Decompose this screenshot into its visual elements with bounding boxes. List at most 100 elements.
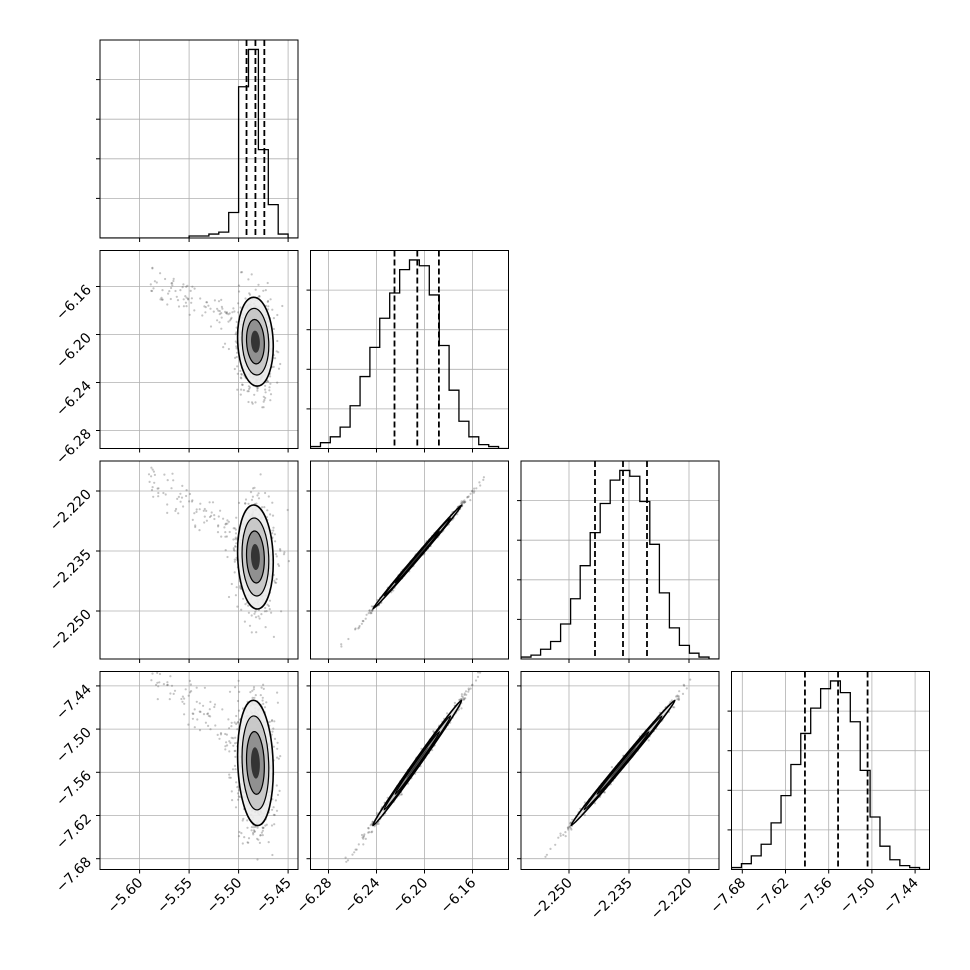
sample-point bbox=[256, 826, 259, 829]
sample-point bbox=[271, 308, 274, 311]
sample-point bbox=[247, 390, 250, 393]
sample-point bbox=[361, 836, 364, 839]
sample-point bbox=[467, 690, 470, 693]
sample-point bbox=[549, 847, 552, 851]
sample-point bbox=[276, 756, 279, 759]
sample-point bbox=[272, 365, 275, 368]
sample-point bbox=[234, 545, 237, 548]
sample-point bbox=[216, 733, 219, 737]
sample-point bbox=[156, 671, 159, 675]
sample-point bbox=[203, 515, 206, 518]
sample-point bbox=[364, 837, 367, 841]
sample-point bbox=[183, 697, 186, 700]
sample-point bbox=[460, 693, 463, 696]
sample-point bbox=[228, 750, 231, 753]
sample-point bbox=[174, 289, 177, 293]
sample-point bbox=[235, 586, 238, 589]
sample-point bbox=[171, 472, 174, 475]
sample-point bbox=[151, 267, 154, 270]
sample-point bbox=[170, 282, 173, 285]
sample-point bbox=[370, 823, 373, 826]
sample-point bbox=[237, 709, 241, 712]
sample-point bbox=[463, 697, 466, 700]
sample-point bbox=[676, 698, 679, 701]
sample-point bbox=[232, 527, 235, 530]
sample-point bbox=[221, 708, 224, 711]
sample-point bbox=[670, 699, 674, 702]
sample-point bbox=[262, 683, 265, 686]
sample-point bbox=[237, 720, 240, 724]
sample-point bbox=[181, 484, 184, 487]
sample-point bbox=[236, 388, 239, 391]
sample-point bbox=[237, 789, 240, 792]
sample-point bbox=[253, 830, 256, 833]
sample-point bbox=[370, 609, 373, 612]
sample-point bbox=[234, 340, 237, 343]
sample-point bbox=[155, 281, 158, 284]
sample-point bbox=[275, 581, 278, 584]
sample-point bbox=[272, 727, 275, 730]
sample-point bbox=[181, 695, 184, 698]
sample-point bbox=[151, 468, 154, 471]
sample-point bbox=[346, 859, 350, 862]
sample-point bbox=[267, 305, 270, 308]
sample-point bbox=[365, 613, 368, 616]
sample-point bbox=[166, 681, 169, 684]
sample-point bbox=[155, 458, 157, 460]
sample-point bbox=[263, 398, 266, 402]
sample-point bbox=[279, 362, 282, 366]
histogram-bars bbox=[310, 259, 509, 449]
sample-point bbox=[161, 289, 164, 292]
sample-point bbox=[187, 298, 190, 301]
sample-point bbox=[254, 616, 258, 619]
sample-point bbox=[460, 500, 463, 503]
sample-point bbox=[264, 491, 267, 495]
density-contours bbox=[236, 504, 275, 610]
sample-point bbox=[238, 501, 241, 504]
sample-point bbox=[159, 272, 162, 275]
sample-point bbox=[593, 802, 597, 805]
sample-point bbox=[274, 581, 277, 584]
sample-point bbox=[248, 293, 252, 296]
sample-point bbox=[217, 300, 221, 303]
sample-point bbox=[275, 350, 278, 353]
sample-point bbox=[370, 611, 373, 615]
sample-point bbox=[277, 351, 280, 354]
sample-point bbox=[244, 502, 247, 505]
sample-point bbox=[156, 698, 159, 701]
sample-point bbox=[204, 306, 207, 309]
sample-point bbox=[151, 672, 154, 675]
sample-point bbox=[275, 809, 279, 812]
histogram-panel-2 bbox=[517, 460, 720, 663]
sample-point bbox=[156, 666, 158, 668]
sample-point bbox=[230, 790, 233, 793]
sample-point bbox=[276, 313, 279, 317]
sample-point bbox=[169, 675, 172, 678]
sample-point bbox=[254, 610, 257, 613]
sample-point bbox=[162, 491, 165, 495]
sample-point bbox=[275, 578, 278, 581]
sample-point bbox=[364, 617, 367, 620]
sample-point bbox=[262, 687, 265, 691]
sample-point bbox=[463, 501, 466, 504]
sample-point bbox=[217, 525, 220, 528]
sample-point bbox=[266, 300, 269, 303]
sample-point bbox=[459, 502, 463, 505]
scatter-panel-2-0 bbox=[96, 458, 299, 663]
sample-point bbox=[261, 826, 264, 829]
sample-point bbox=[362, 834, 366, 837]
sample-point bbox=[224, 748, 227, 751]
sample-point bbox=[476, 675, 480, 679]
sample-point bbox=[152, 287, 155, 290]
sample-point bbox=[253, 612, 256, 615]
sample-point bbox=[247, 502, 250, 505]
sample-point bbox=[357, 843, 360, 846]
sample-point bbox=[150, 466, 153, 469]
sample-point bbox=[256, 494, 259, 497]
sample-point bbox=[149, 283, 152, 286]
sample-point bbox=[340, 645, 343, 648]
sample-point bbox=[479, 671, 482, 674]
sample-point bbox=[238, 830, 241, 834]
sample-point bbox=[205, 301, 209, 304]
sample-point bbox=[354, 627, 357, 630]
